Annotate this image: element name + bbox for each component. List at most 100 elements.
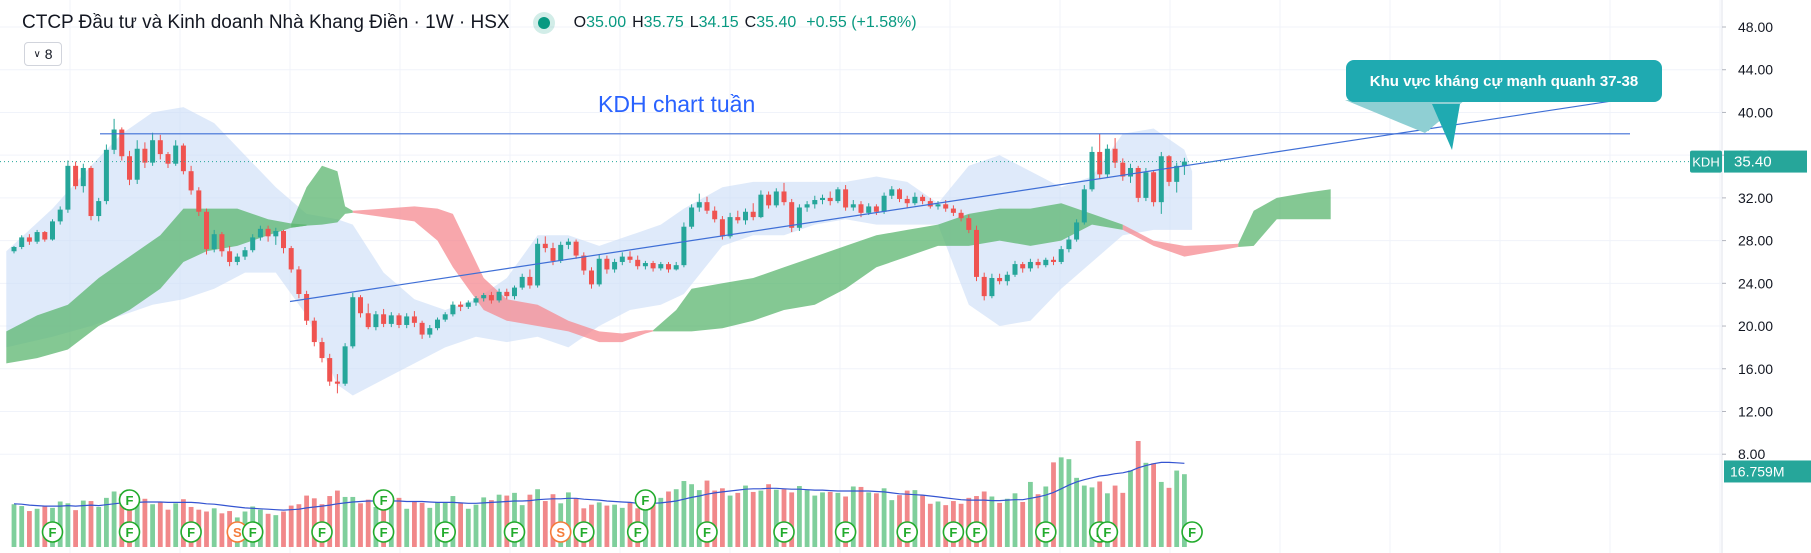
candle-body bbox=[912, 196, 918, 204]
volume-bar bbox=[1066, 459, 1072, 547]
candle-body bbox=[488, 295, 494, 301]
candle-body bbox=[296, 269, 302, 294]
volume-bar bbox=[897, 495, 902, 547]
volume-bar bbox=[866, 492, 872, 547]
candle-body bbox=[889, 189, 895, 196]
symbol-tag bbox=[1690, 150, 1722, 173]
volume-bar bbox=[689, 484, 694, 547]
candle-body bbox=[812, 200, 818, 205]
candle-body bbox=[1020, 264, 1026, 269]
indicators-collapse-button[interactable]: ∨ 8 bbox=[24, 42, 62, 66]
callout-text: Khu vực kháng cự mạnh quanh 37-38 bbox=[1370, 73, 1638, 90]
candle-body bbox=[1012, 264, 1018, 275]
candle-body bbox=[334, 381, 340, 384]
candle-body bbox=[1081, 189, 1087, 223]
last-volume-label: 16.759M bbox=[1730, 463, 1784, 479]
candle-body bbox=[642, 263, 648, 267]
event-marker-label: F bbox=[441, 525, 449, 540]
volume-bar bbox=[165, 509, 171, 547]
high-label: H bbox=[632, 14, 644, 31]
volume-bar bbox=[1166, 487, 1172, 547]
ichimoku-cloud-bear bbox=[1122, 224, 1239, 257]
candle-body bbox=[435, 319, 440, 329]
event-marker-label: F bbox=[903, 525, 911, 540]
volume-bar bbox=[458, 503, 463, 547]
volume-bar bbox=[27, 511, 32, 547]
candle-body bbox=[1135, 167, 1141, 198]
event-marker-label: S bbox=[233, 525, 242, 540]
event-marker-label: F bbox=[318, 525, 326, 540]
ichimoku-cloud-bull bbox=[1238, 189, 1331, 247]
candle-body bbox=[904, 198, 910, 204]
volume-bar bbox=[273, 515, 279, 547]
volume-bar bbox=[450, 496, 456, 547]
candle-body bbox=[427, 328, 433, 335]
candle-body bbox=[550, 248, 556, 261]
candle-body bbox=[481, 295, 487, 299]
candle-body bbox=[1035, 261, 1041, 266]
financials-marker-icon bbox=[626, 521, 649, 543]
candle-body bbox=[204, 211, 209, 250]
volume-bar bbox=[88, 501, 94, 547]
volume-bar bbox=[1174, 470, 1180, 547]
volume-bar bbox=[365, 499, 371, 547]
event-marker-label: F bbox=[187, 525, 195, 540]
event-marker-label: F bbox=[641, 493, 649, 508]
candle-body bbox=[19, 237, 25, 248]
volume-bar bbox=[566, 492, 571, 547]
event-marker-label: F bbox=[49, 525, 57, 540]
candle-body bbox=[512, 287, 517, 297]
financials-marker-icon bbox=[896, 521, 919, 543]
event-marker-label: F bbox=[580, 525, 588, 540]
candle-body bbox=[504, 291, 510, 297]
financials-marker-icon bbox=[1096, 521, 1119, 543]
candle-body bbox=[974, 229, 979, 277]
event-marker-label: F bbox=[703, 525, 711, 540]
volume-bar bbox=[412, 501, 417, 547]
candle-body bbox=[1051, 259, 1056, 262]
close-label: C bbox=[744, 14, 757, 31]
candle-body bbox=[573, 241, 579, 256]
volume-bar bbox=[881, 488, 887, 547]
volume-bar bbox=[73, 510, 78, 547]
candle-body bbox=[843, 189, 849, 208]
symbol-title[interactable]: CTCP Đầu tư và Kinh doanh Nhà Khang Điền… bbox=[22, 12, 510, 33]
volume-bar bbox=[327, 496, 333, 547]
volume-bar bbox=[1105, 493, 1110, 547]
volume-bar bbox=[997, 502, 1002, 547]
candle-body bbox=[211, 234, 217, 250]
candle-body bbox=[743, 211, 748, 221]
volume-bar bbox=[904, 490, 910, 547]
event-marker-label: F bbox=[1103, 525, 1111, 540]
candle-body bbox=[473, 298, 479, 303]
chart-header: CTCP Đầu tư và Kinh doanh Nhà Khang Điền… bbox=[22, 12, 917, 34]
event-marker-label: F bbox=[126, 525, 134, 540]
volume-bar bbox=[504, 495, 510, 547]
price-axis: 48.0044.0040.0036.0032.0028.0024.0020.00… bbox=[1690, 0, 1811, 553]
candle-body bbox=[88, 167, 94, 217]
volume-bar bbox=[1089, 487, 1095, 547]
volume-bar bbox=[173, 503, 179, 547]
volume-bar bbox=[650, 503, 656, 547]
financials-marker-icon bbox=[773, 521, 795, 543]
candle-body bbox=[219, 234, 225, 252]
candle-body bbox=[635, 259, 641, 267]
indicators-count: 8 bbox=[44, 46, 53, 62]
candle-body bbox=[103, 149, 109, 202]
volume-bar bbox=[358, 503, 363, 547]
event-marker-label: F bbox=[634, 525, 642, 540]
chart-grid bbox=[0, 0, 1723, 553]
volume-bar bbox=[219, 513, 225, 547]
candle-body bbox=[288, 248, 294, 270]
volume-bar bbox=[396, 497, 402, 547]
financials-marker-icon bbox=[1181, 521, 1203, 543]
volume-bar bbox=[704, 480, 710, 547]
volume-bar bbox=[573, 498, 579, 547]
candle-body bbox=[311, 320, 317, 343]
candle-body bbox=[265, 228, 271, 237]
volume-bar bbox=[981, 491, 987, 547]
candle-body bbox=[596, 258, 602, 285]
candle-body bbox=[696, 202, 702, 208]
volume-bar bbox=[111, 491, 117, 547]
